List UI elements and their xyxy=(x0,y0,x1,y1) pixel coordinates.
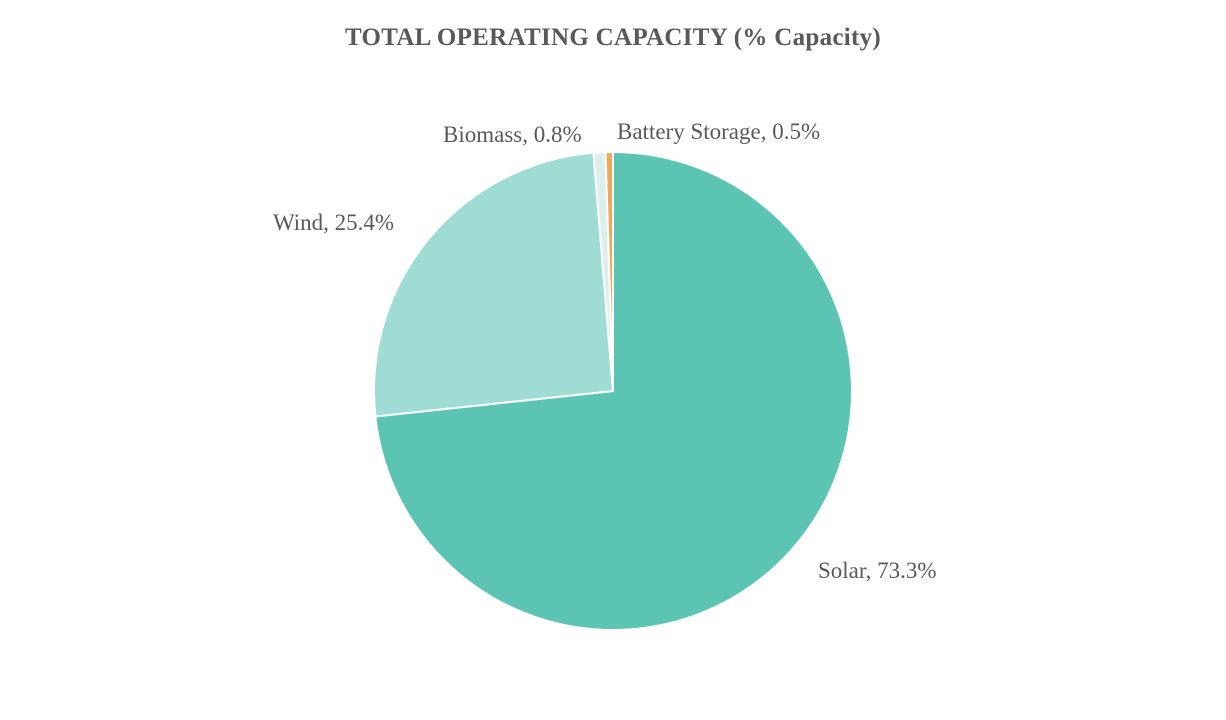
pie-slice-battery-storage xyxy=(604,151,614,392)
slice-label-biomass: Biomass, 0.8% xyxy=(443,122,582,147)
pie-slice-wind xyxy=(372,151,614,418)
slice-label-wind: Wind, 25.4% xyxy=(273,210,394,235)
pie-slices xyxy=(372,151,853,631)
chart-title: TOTAL OPERATING CAPACITY (% Capacity) xyxy=(344,24,882,51)
slice-label-solar: Solar, 73.3% xyxy=(818,558,937,583)
slice-label-battery-storage: Battery Storage, 0.5% xyxy=(617,119,820,144)
pie-labels: Solar, 73.3% Wind, 25.4% Biomass, 0.8% Batt… xyxy=(273,119,937,583)
